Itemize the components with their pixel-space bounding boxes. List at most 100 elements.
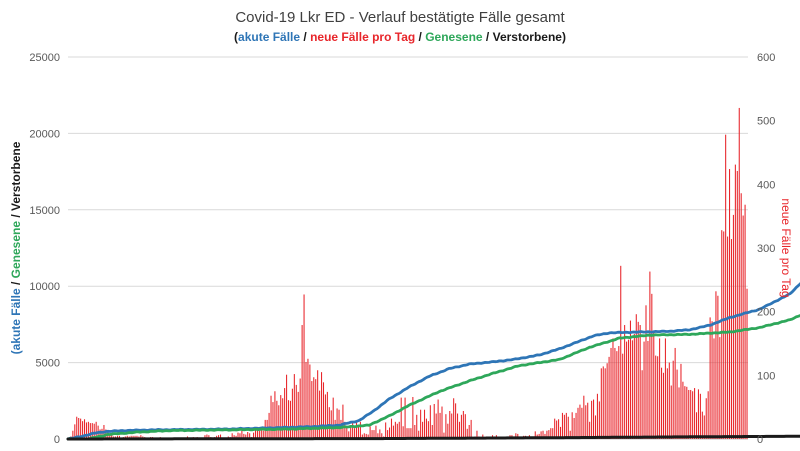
bar-neue-faelle <box>219 434 222 439</box>
bar-neue-faelle <box>297 391 299 439</box>
bar-neue-faelle <box>591 400 593 439</box>
bar-neue-faelle <box>359 421 361 439</box>
bar-neue-faelle <box>721 230 723 439</box>
y-right-tick-label: 100 <box>757 370 775 382</box>
bar-neue-faelle <box>622 353 624 439</box>
bar-neue-faelle <box>695 412 698 439</box>
bar-neue-faelle <box>460 414 462 439</box>
bar-neue-faelle <box>616 351 618 439</box>
y-right-tick-label: 500 <box>757 116 775 128</box>
bar-neue-faelle <box>608 356 610 439</box>
bar-neue-faelle <box>367 434 369 439</box>
bar-neue-faelle <box>389 427 391 439</box>
bar-neue-faelle <box>540 431 542 439</box>
bar-neue-faelle <box>83 419 86 439</box>
bar-neue-faelle <box>400 397 402 439</box>
bar-neue-faelle <box>581 407 583 439</box>
bar-neue-faelle <box>309 364 311 439</box>
bar-neue-faelle <box>332 397 334 439</box>
bar-neue-faelle <box>379 429 381 439</box>
y-left-tick-label: 0 <box>54 434 60 446</box>
bar-neue-faelle <box>643 341 645 439</box>
bar-neue-faelle <box>558 419 560 439</box>
bar-neue-faelle <box>95 421 97 439</box>
bar-neue-faelle <box>299 378 301 439</box>
bar-neue-faelle <box>694 388 696 439</box>
bar-neue-faelle <box>746 288 748 439</box>
bar-neue-faelle <box>371 430 373 439</box>
bar-neue-faelle <box>406 428 408 439</box>
bar-neue-faelle <box>552 428 554 439</box>
bar-neue-faelle <box>626 341 628 439</box>
bar-neue-faelle <box>738 107 740 439</box>
bar-neue-faelle <box>307 358 309 439</box>
bar-neue-faelle <box>445 414 447 439</box>
bar-neue-faelle <box>390 418 393 439</box>
bar-neue-faelle <box>649 271 651 439</box>
bar-neue-faelle <box>453 398 455 439</box>
bar-neue-faelle <box>645 305 647 439</box>
bar-neue-faelle <box>237 432 239 439</box>
bar-neue-faelle <box>703 415 705 439</box>
bar-neue-faelle <box>661 367 663 439</box>
y-right-tick-label: 200 <box>757 307 775 319</box>
bar-neue-faelle <box>87 421 89 439</box>
bar-neue-faelle <box>651 293 653 439</box>
bar-neue-faelle <box>82 421 84 439</box>
bar-neue-faelle <box>670 385 672 439</box>
bar-neue-faelle <box>375 425 377 439</box>
subtitle-open: ( <box>234 30 238 44</box>
bar-neue-faelle <box>449 410 451 439</box>
line-series-group <box>66 282 800 441</box>
bar-neue-faelle <box>249 433 251 439</box>
bar-neue-faelle <box>342 404 344 439</box>
bar-neue-faelle <box>620 265 622 439</box>
bar-neue-faelle <box>381 433 383 439</box>
bar-neue-faelle <box>350 424 352 439</box>
bar-neue-faelle <box>245 434 247 439</box>
bar-neue-faelle <box>414 424 416 439</box>
bar-neue-faelle <box>571 412 573 439</box>
bar-neue-faelle <box>258 430 260 439</box>
y-left-tick-label: 10000 <box>29 281 60 293</box>
subtitle-sep3: / <box>483 30 493 44</box>
bar-neue-faelle <box>439 412 441 439</box>
bar-neue-faelle <box>637 321 639 439</box>
bar-neue-faelle <box>550 428 552 439</box>
bar-neue-faelle <box>410 428 412 439</box>
bar-neue-faelle <box>111 435 113 439</box>
bar-neue-faelle <box>600 368 602 439</box>
y-right-axis-title: neue Fälle pro Tag <box>779 198 793 297</box>
bar-neue-faelle <box>612 338 614 439</box>
bar-neue-faelle <box>231 433 233 439</box>
bar-neue-faelle <box>241 430 243 439</box>
bar-neue-faelle <box>610 347 612 439</box>
bar-neue-faelle <box>305 361 307 439</box>
bar-neue-faelle <box>326 391 328 439</box>
bar-neue-faelle <box>662 372 665 439</box>
subtitle-close: ) <box>562 30 566 44</box>
bar-neue-faelle <box>208 435 210 439</box>
bar-neue-faelle <box>243 433 245 439</box>
bar-neue-faelle <box>425 418 427 439</box>
bar-neue-faelle <box>392 425 394 439</box>
bar-neue-faelle <box>635 314 637 439</box>
bar-neue-faelle <box>99 429 101 439</box>
bar-neue-faelle <box>437 399 439 439</box>
bar-neue-faelle <box>311 381 313 439</box>
chart-title: Covid-19 Lkr ED - Verlauf bestätigte Fäl… <box>235 9 565 26</box>
bar-neue-faelle <box>633 333 635 439</box>
bar-neue-faelle <box>423 409 426 439</box>
bar-neue-faelle <box>218 435 220 439</box>
bar-neue-faelle <box>363 433 365 439</box>
series-line-verstorbene <box>66 434 800 441</box>
y-left-tick-label: 5000 <box>36 358 60 370</box>
bar-neue-faelle <box>140 435 142 439</box>
bar-neue-faelle <box>348 431 350 439</box>
bar-neue-faelle <box>76 416 78 439</box>
bar-neue-faelle <box>554 418 556 439</box>
bar-neue-faelle <box>286 374 288 439</box>
bar-neue-faelle <box>373 430 375 439</box>
bar-neue-faelle <box>462 410 464 439</box>
